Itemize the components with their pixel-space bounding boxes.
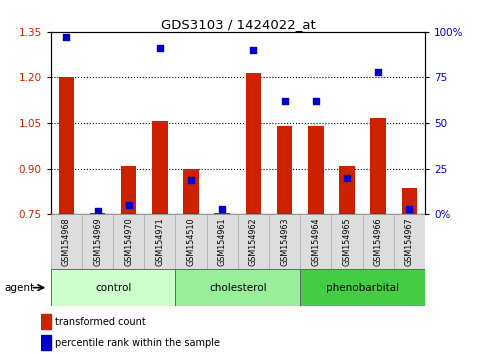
Title: GDS3103 / 1424022_at: GDS3103 / 1424022_at [160, 18, 315, 31]
Text: GSM154965: GSM154965 [342, 217, 352, 266]
Point [218, 206, 226, 212]
Text: GSM154968: GSM154968 [62, 217, 71, 266]
Text: GSM154961: GSM154961 [218, 217, 227, 266]
Point [156, 45, 164, 51]
Bar [246, 73, 261, 214]
Point [343, 175, 351, 181]
Bar [175, 214, 207, 269]
Text: GSM154971: GSM154971 [156, 217, 164, 266]
Point [281, 98, 288, 104]
Bar [277, 126, 293, 214]
Text: GSM154964: GSM154964 [312, 217, 320, 266]
Bar [51, 269, 175, 306]
Text: GSM154966: GSM154966 [374, 217, 383, 266]
Bar [238, 214, 269, 269]
Point [187, 177, 195, 182]
Point [250, 47, 257, 53]
Point [374, 69, 382, 75]
Bar [402, 188, 417, 214]
Text: phenobarbital: phenobarbital [326, 282, 399, 293]
Bar [214, 213, 230, 214]
Bar [41, 335, 51, 350]
Text: GSM154969: GSM154969 [93, 217, 102, 266]
Text: GSM154967: GSM154967 [405, 217, 414, 266]
Text: GSM154510: GSM154510 [186, 217, 196, 266]
Bar [58, 78, 74, 214]
Bar [51, 214, 82, 269]
Text: percentile rank within the sample: percentile rank within the sample [56, 338, 220, 348]
Bar [207, 214, 238, 269]
Text: control: control [95, 282, 131, 293]
Bar [331, 214, 363, 269]
Bar [121, 166, 137, 214]
Point [406, 206, 413, 212]
Bar [308, 126, 324, 214]
Bar [41, 314, 51, 329]
Bar [339, 166, 355, 214]
Bar [90, 213, 105, 214]
Text: GSM154970: GSM154970 [124, 217, 133, 266]
Bar [370, 119, 386, 214]
Bar [363, 214, 394, 269]
Text: transformed count: transformed count [56, 316, 146, 327]
Point [94, 208, 101, 213]
Bar [113, 214, 144, 269]
Text: agent: agent [5, 282, 35, 293]
Bar [183, 169, 199, 214]
Text: GSM154962: GSM154962 [249, 217, 258, 266]
Bar [152, 121, 168, 214]
Bar [300, 269, 425, 306]
Bar [394, 214, 425, 269]
Point [62, 34, 70, 40]
Bar [269, 214, 300, 269]
Bar [300, 214, 331, 269]
Text: cholesterol: cholesterol [209, 282, 267, 293]
Bar [144, 214, 175, 269]
Point [125, 202, 132, 208]
Bar [82, 214, 113, 269]
Bar [175, 269, 300, 306]
Point [312, 98, 320, 104]
Text: GSM154963: GSM154963 [280, 217, 289, 266]
